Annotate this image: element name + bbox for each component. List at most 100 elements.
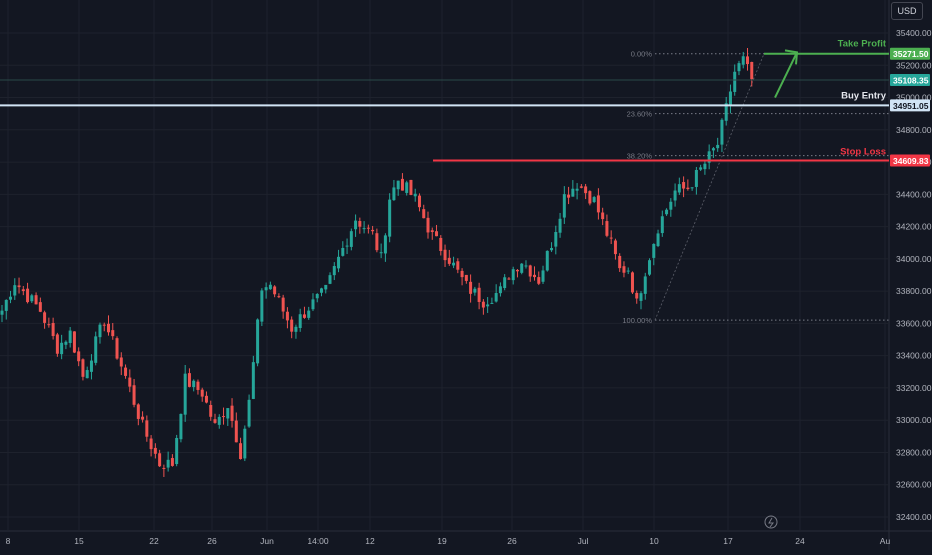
fib-level-label: 23.60% (627, 110, 653, 119)
candle-body (81, 359, 85, 377)
candle-body (209, 404, 213, 417)
candle-body (64, 341, 68, 345)
candle-body (243, 428, 247, 459)
candle-body (268, 284, 272, 290)
candle-body (656, 233, 660, 247)
candle-body (422, 209, 426, 219)
candle-body (307, 310, 311, 318)
currency-button[interactable]: USD (891, 2, 923, 20)
candle-body (89, 360, 93, 372)
candle-body (567, 194, 571, 198)
candle-body (226, 408, 230, 419)
candle-body (750, 61, 754, 80)
candle-body (21, 289, 25, 292)
x-tick-label: 26 (207, 536, 217, 546)
y-tick-label: 35400.00 (896, 28, 932, 38)
candle-body (247, 399, 251, 427)
candle-body (0, 310, 4, 315)
candle-body (533, 274, 536, 278)
candle-body (550, 248, 554, 251)
candle-body (741, 56, 745, 65)
price-badge (890, 154, 930, 167)
candle-body (682, 182, 686, 189)
candle-body (260, 290, 264, 322)
candle-body (630, 272, 634, 293)
candle-body (85, 370, 89, 379)
candle-body (98, 324, 102, 338)
candle-body (596, 195, 600, 213)
candle-body (652, 243, 656, 258)
candle-body (400, 178, 404, 191)
candle-body (332, 266, 336, 276)
candle-body (324, 284, 328, 290)
candle-body (149, 438, 153, 450)
x-tick-label: 8 (6, 536, 11, 546)
price-badge (890, 74, 930, 87)
candle-body (498, 286, 502, 294)
candle-body (222, 416, 226, 418)
candle-body (456, 261, 460, 270)
candle-body (187, 373, 191, 387)
y-tick-label: 33200.00 (896, 383, 932, 393)
candle-body (694, 169, 698, 187)
candle-body (26, 288, 30, 303)
candle-body (281, 297, 285, 312)
candle-body (605, 221, 609, 236)
candle-body (494, 293, 498, 302)
candle-body (251, 362, 255, 399)
candle-body (515, 269, 519, 272)
candle-body (354, 220, 358, 230)
trade-levels: Take Profit Buy Entry Stop Loss (0, 39, 889, 162)
candle-body (575, 188, 579, 191)
lightning-icon[interactable] (764, 515, 778, 529)
candle-body (579, 186, 583, 188)
candle-body (285, 311, 289, 321)
x-tick-label: Jun (260, 536, 274, 546)
candle-body (17, 285, 21, 288)
y-tick-label: 35000.00 (896, 93, 932, 103)
candle-body (716, 144, 720, 149)
projection-arrow (774, 51, 798, 98)
candle-body (737, 63, 741, 72)
price-badge (890, 47, 930, 60)
candle-body (217, 416, 221, 425)
candle-body (179, 413, 183, 440)
candle-body (609, 237, 613, 239)
candle-body (486, 304, 490, 307)
candle-body (447, 257, 451, 264)
candle-body (55, 334, 59, 354)
candle-body (733, 71, 737, 92)
candle-body (200, 389, 204, 397)
candle-body (34, 295, 38, 305)
candle-body (60, 342, 64, 355)
candle-body (175, 437, 179, 465)
candle-body (132, 385, 136, 405)
candle-body (375, 233, 379, 251)
candle-body (707, 151, 711, 163)
y-tick-label: 32800.00 (896, 447, 932, 457)
candle-body (294, 326, 298, 332)
candle-body (541, 270, 545, 282)
candle-body (443, 249, 447, 261)
y-tick-label: 33000.00 (896, 415, 932, 425)
candle-body (158, 453, 162, 467)
candle-body (699, 167, 703, 170)
price-badge-text: 35271.50 (893, 49, 929, 59)
candle-body (230, 405, 234, 421)
candle-body (349, 231, 353, 247)
candle-body (204, 395, 208, 403)
candle-body (68, 330, 72, 343)
candle-body (524, 265, 528, 267)
candle-body (648, 260, 652, 275)
candle-body (4, 299, 8, 311)
candle-body (47, 324, 51, 326)
x-tick-label: Jul (578, 536, 589, 546)
trade-level-label: Buy Entry (841, 90, 887, 101)
candle-body (511, 269, 515, 281)
candle-body (124, 367, 128, 376)
candle-body (383, 235, 387, 254)
candle-body (196, 381, 200, 390)
